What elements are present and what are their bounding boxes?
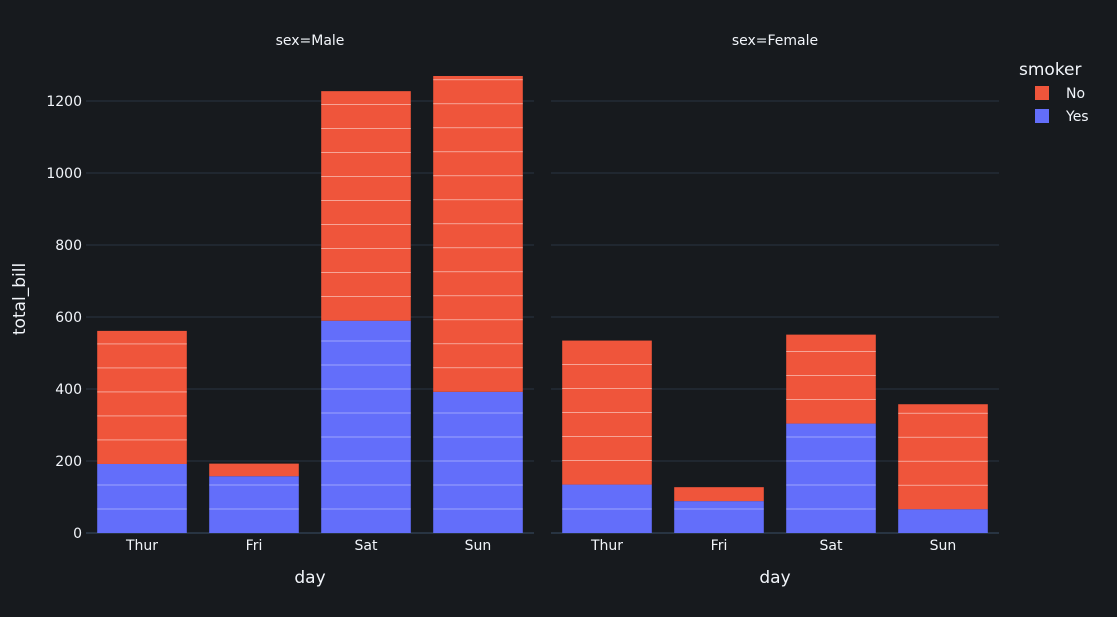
x-tick-label: Sat xyxy=(355,538,378,554)
legend-swatch-yes[interactable] xyxy=(1035,109,1049,123)
y-tick-label: 400 xyxy=(55,382,82,398)
bar-no-fri xyxy=(209,463,299,477)
bar-no-sun xyxy=(898,404,988,510)
x-axis-title: day xyxy=(759,568,790,588)
x-tick-label: Sat xyxy=(820,538,843,554)
x-tick-label: Sun xyxy=(465,538,492,554)
y-tick-label: 1000 xyxy=(46,166,82,182)
x-tick-label: Thur xyxy=(125,538,158,554)
legend-swatch-no[interactable] xyxy=(1035,86,1049,100)
bar-yes-fri xyxy=(674,501,764,533)
x-tick-label: Fri xyxy=(246,538,263,554)
x-tick-label: Thur xyxy=(590,538,623,554)
y-tick-label: 800 xyxy=(55,238,82,254)
bar-no-thur xyxy=(97,330,187,464)
x-tick-label: Fri xyxy=(711,538,728,554)
y-tick-label: 200 xyxy=(55,454,82,470)
y-tick-label: 600 xyxy=(55,310,82,326)
bar-yes-sun xyxy=(898,509,988,533)
bar-yes-fri xyxy=(209,476,299,533)
bar-yes-sun xyxy=(433,391,523,533)
y-tick-label: 1200 xyxy=(46,94,82,110)
facet-title: sex=Male xyxy=(276,33,345,49)
bar-yes-thur xyxy=(97,463,187,533)
bar-no-fri xyxy=(674,487,764,502)
bar-yes-sat xyxy=(321,320,411,533)
bar-no-sat xyxy=(786,334,876,424)
bar-no-sun xyxy=(433,75,523,392)
y-tick-label: 0 xyxy=(73,526,82,542)
y-axis-title: total_bill xyxy=(10,263,30,335)
x-axis-title: day xyxy=(294,568,325,588)
legend-title: smoker xyxy=(1019,60,1082,80)
bar-no-sat xyxy=(321,91,411,321)
bar-yes-sat xyxy=(786,423,876,533)
legend-label-yes: Yes xyxy=(1065,109,1089,125)
facet-title: sex=Female xyxy=(732,33,818,49)
x-tick-label: Sun xyxy=(930,538,957,554)
legend-label-no: No xyxy=(1066,86,1085,102)
